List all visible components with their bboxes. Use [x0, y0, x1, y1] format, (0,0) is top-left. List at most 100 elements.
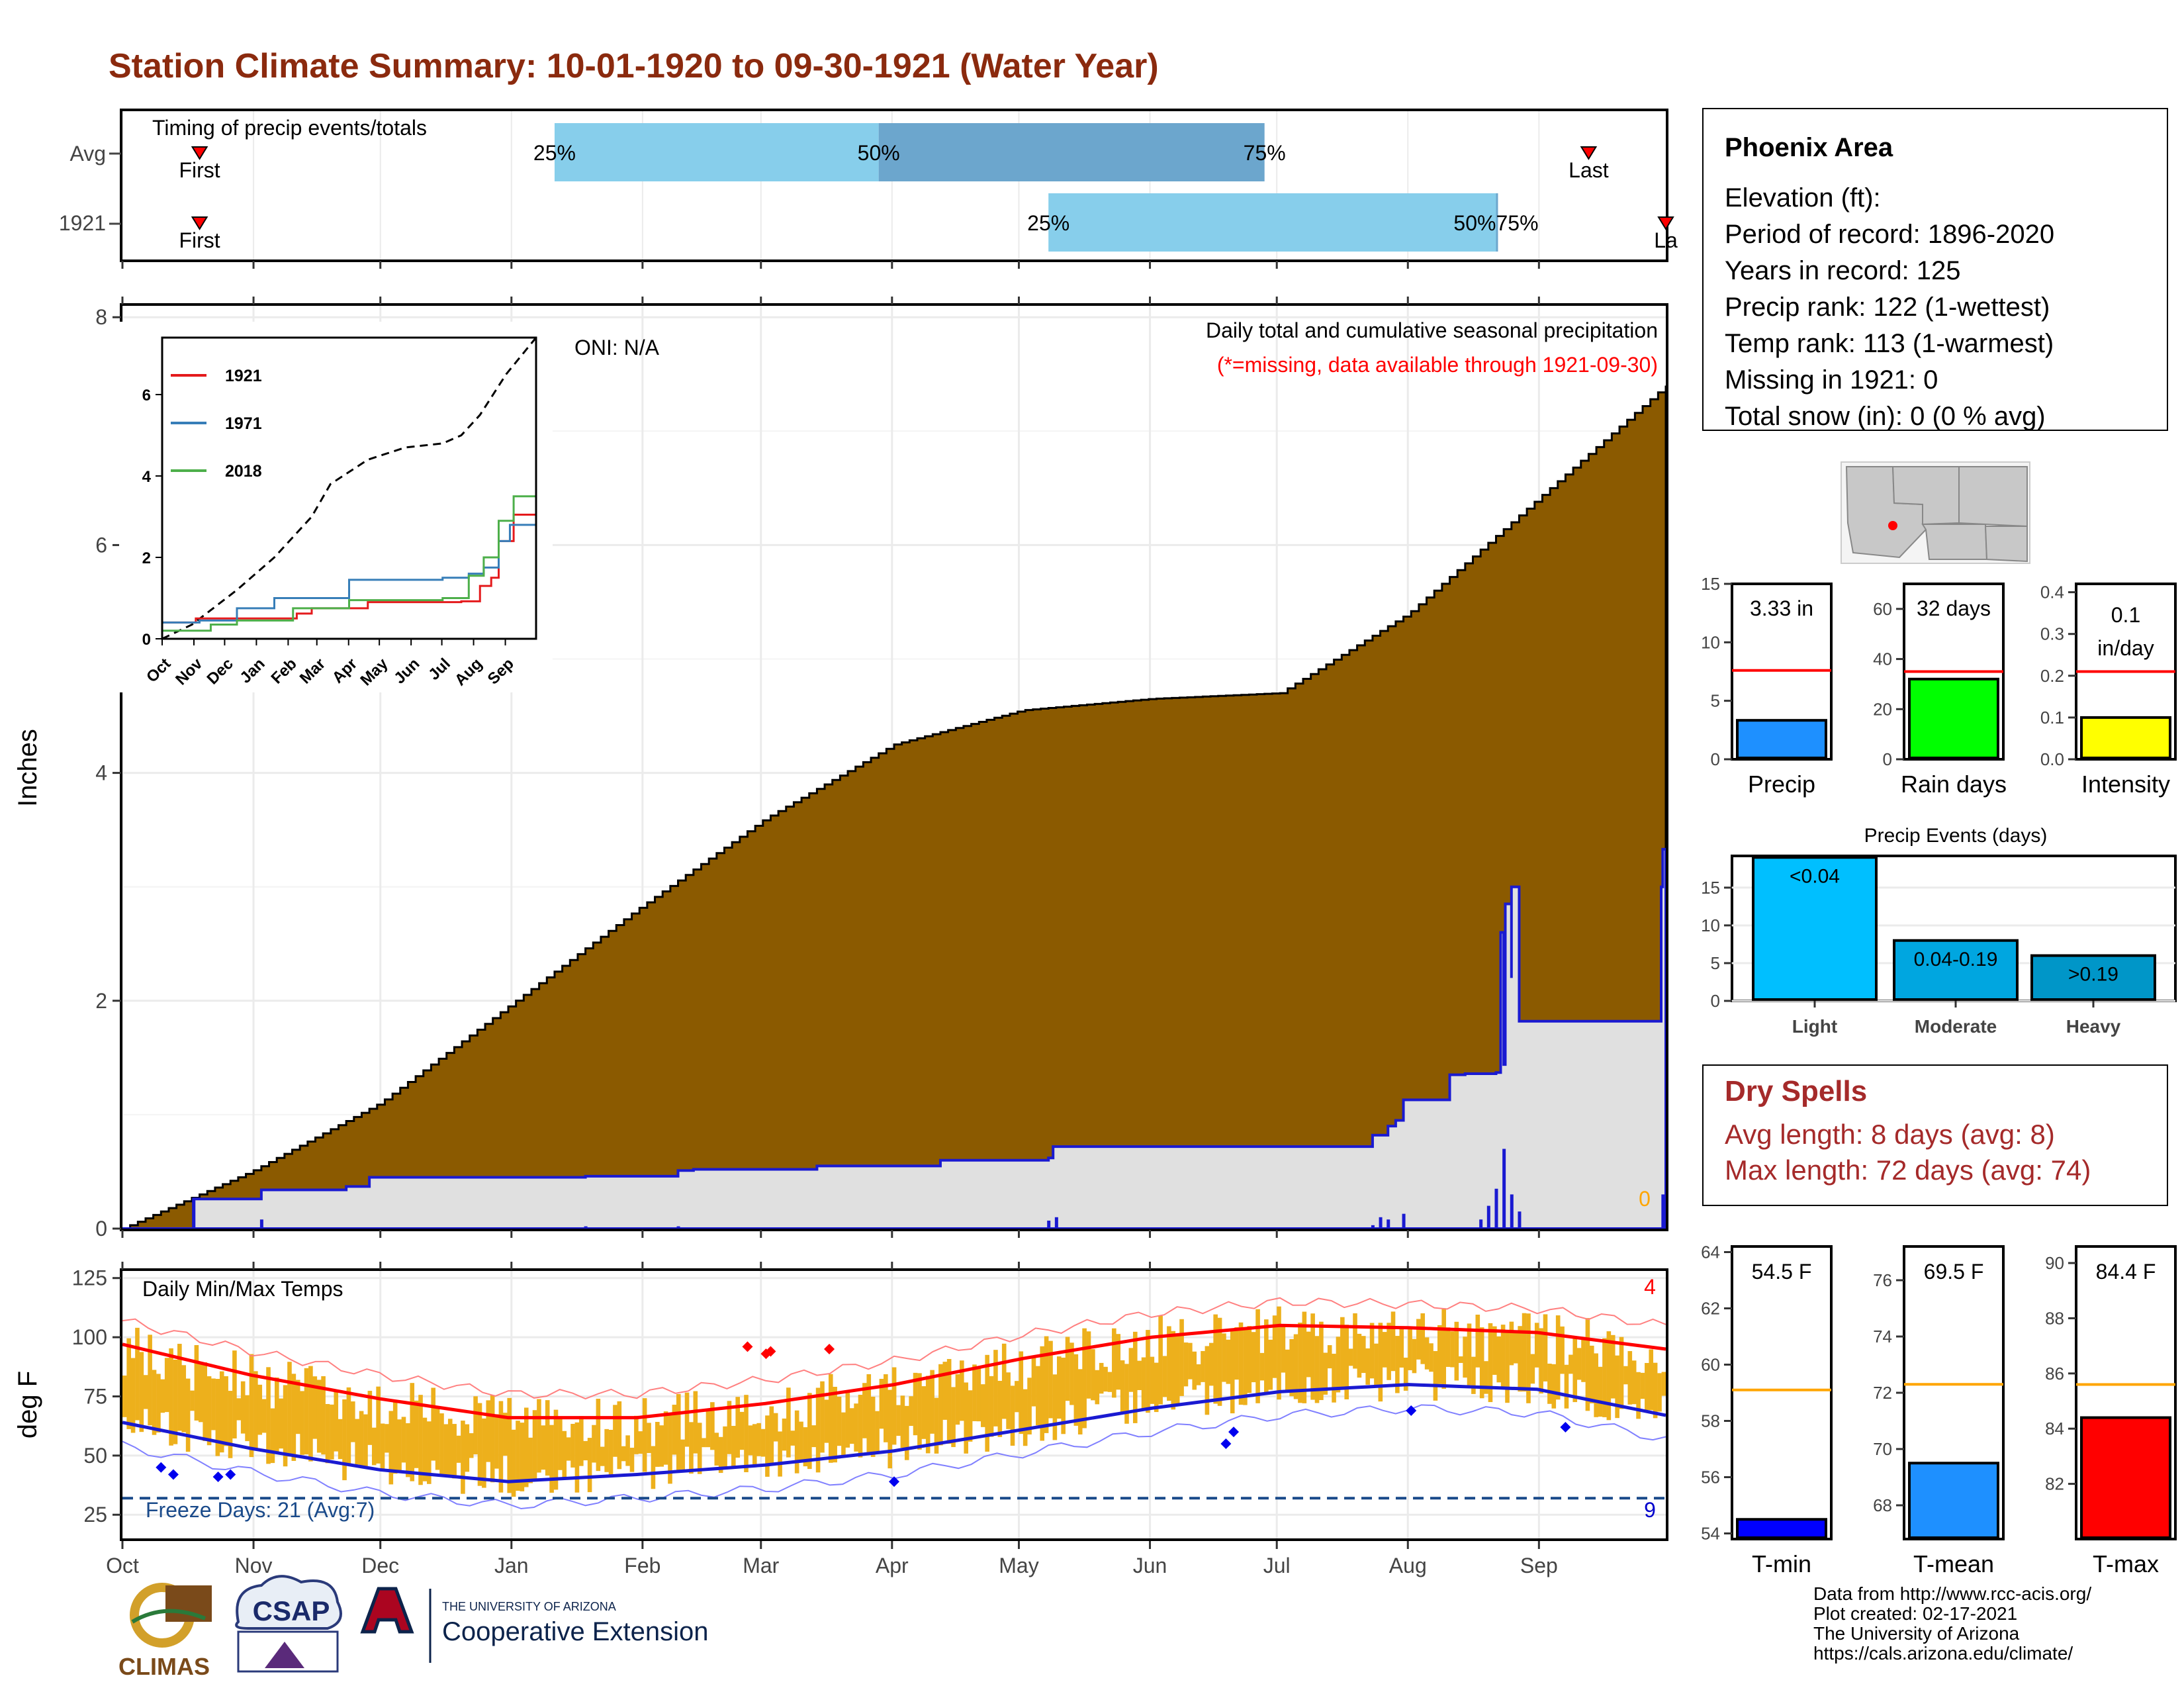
- daily-temp-bar: [1534, 1323, 1539, 1368]
- temp-y-tick-label: 72: [1873, 1383, 1892, 1403]
- daily-temp-bar: [1077, 1369, 1083, 1434]
- daily-temp-bar: [1171, 1331, 1176, 1410]
- daily-temp-bar: [1095, 1370, 1100, 1405]
- timing-bar-year-50-75: [1496, 193, 1498, 252]
- temp-y-tick-label: 86: [2045, 1364, 2064, 1383]
- daily-temp-bar: [1264, 1319, 1269, 1393]
- station-name: Phoenix Area: [1725, 133, 1893, 162]
- inset-legend-label-1971: 1971: [225, 414, 262, 433]
- daily-temp-bar: [1467, 1323, 1472, 1385]
- mini-bar-Intensity: [2080, 716, 2171, 760]
- temp-y-tick-label: 74: [1873, 1327, 1892, 1346]
- daily-temp-bar: [663, 1411, 668, 1465]
- daily-temp-bar: [1572, 1336, 1578, 1403]
- daily-temp-bar: [385, 1424, 389, 1453]
- daily-temp-bar: [752, 1424, 757, 1467]
- daily-temp-bar: [651, 1446, 656, 1489]
- station-info-box: Phoenix Area Elevation (ft): Period of r…: [1702, 108, 2168, 431]
- dry-spells-title: Dry Spells: [1725, 1075, 1868, 1107]
- daily-temp-bar: [1555, 1315, 1561, 1400]
- daily-temp-bar: [680, 1439, 685, 1470]
- dry-avg-length: Avg length: 8 days (avg: 8): [1725, 1119, 2055, 1150]
- daily-precip-bar: [1661, 1194, 1665, 1229]
- daily-temp-bar: [156, 1374, 161, 1433]
- daily-precip-bar: [676, 1226, 680, 1229]
- daily-temp-bar: [304, 1368, 309, 1455]
- daily-temp-bar: [642, 1398, 647, 1472]
- mini-y-tick-label: 0.0: [2040, 749, 2064, 769]
- daily-temp-bar: [490, 1395, 495, 1483]
- daily-temp-bar: [1213, 1314, 1218, 1404]
- daily-temp-bar: [228, 1391, 233, 1458]
- station-location-marker: [1888, 521, 1897, 530]
- info-snow: Total snow (in): 0 (0 % avg): [1725, 402, 2046, 431]
- events-x-label-Heavy: Heavy: [2066, 1016, 2121, 1037]
- daily-temp-bar: [1437, 1325, 1442, 1384]
- daily-temp-bar: [1420, 1313, 1426, 1364]
- daily-temp-bar: [291, 1374, 296, 1461]
- daily-temp-bar: [1036, 1366, 1040, 1426]
- daily-temp-bar: [1526, 1313, 1531, 1403]
- dry-max-length: Max length: 72 days (avg: 74): [1725, 1154, 2091, 1186]
- daily-temp-bar: [1353, 1313, 1357, 1369]
- temp-label-T-max: T-max: [2093, 1550, 2159, 1577]
- events-bar-Heavy: [2030, 954, 2156, 1001]
- missing-note: (*=missing, data available through 1921-…: [1217, 353, 1658, 377]
- events-y-tick-label: 0: [1711, 991, 1720, 1011]
- daily-temp-bar: [447, 1419, 453, 1475]
- daily-temp-bar: [1445, 1327, 1451, 1367]
- daily-temp-bar: [972, 1364, 977, 1421]
- daily-temp-bar: [498, 1401, 504, 1493]
- daily-temp-bar: [803, 1427, 808, 1467]
- record-low-marker: [889, 1476, 899, 1487]
- x-axis-month-label: Sep: [1520, 1554, 1558, 1577]
- daily-temp-bar: [418, 1395, 423, 1485]
- daily-precip-bar: [584, 1226, 588, 1229]
- timing-p25-label-avg: 25%: [533, 141, 576, 165]
- footer-created: Plot created: 02-17-2021: [1813, 1603, 2018, 1624]
- temp-y-tick-label: 25: [83, 1503, 107, 1526]
- daily-temp-bar: [1623, 1366, 1628, 1385]
- daily-temp-bar: [169, 1348, 173, 1446]
- events-bar-Moderate: [1893, 939, 2019, 1001]
- daily-temp-bar: [173, 1359, 178, 1444]
- daily-temp-bar: [769, 1406, 774, 1466]
- daily-temp-bar: [1594, 1353, 1598, 1417]
- daily-precip-bar: [192, 1199, 196, 1229]
- daily-temp-bar: [1602, 1338, 1607, 1417]
- daily-temp-bar: [596, 1399, 601, 1472]
- page-title: Station Climate Summary: 10-01-1920 to 0…: [109, 47, 1159, 85]
- daily-temp-bar: [477, 1403, 482, 1486]
- daily-temp-bar: [629, 1448, 635, 1472]
- timing-row-avg-label: Avg: [69, 142, 106, 165]
- daily-temp-bar: [710, 1402, 715, 1450]
- daily-precip-bar: [259, 1219, 263, 1229]
- daily-temp-bar: [604, 1429, 609, 1472]
- daily-temp-bar: [1179, 1319, 1184, 1396]
- daily-temp-bar: [1327, 1345, 1332, 1369]
- timing-p50-75-label-year: 50%75%: [1453, 211, 1538, 235]
- daily-temp-bar: [1056, 1356, 1062, 1419]
- daily-temp-bar: [1015, 1381, 1019, 1413]
- daily-temp-bar: [473, 1396, 478, 1454]
- mini-label-Rain days: Rain days: [1901, 771, 2007, 798]
- timing-p75-label-avg: 75%: [1244, 141, 1286, 165]
- daily-temp-bar: [562, 1430, 567, 1479]
- temp-y-tick-label: 125: [72, 1266, 107, 1290]
- daily-precip-bar: [1510, 1194, 1514, 1229]
- daily-temp-bar: [520, 1423, 525, 1491]
- daily-precip-bar: [1047, 1220, 1051, 1229]
- temp-y-tick-label: 64: [1701, 1243, 1720, 1262]
- timing-p25-label-year: 25%: [1027, 211, 1069, 235]
- daily-temp-bar: [1289, 1338, 1294, 1397]
- temp-value-T-min: 54.5 F: [1752, 1260, 1812, 1284]
- daily-temp-bar: [1390, 1311, 1396, 1372]
- temp-y-tick-label: 58: [1701, 1411, 1720, 1431]
- daily-temp-bar: [1598, 1366, 1603, 1417]
- daily-temp-bar: [516, 1421, 520, 1491]
- daily-temp-bar: [355, 1419, 359, 1465]
- daily-temp-bar: [1099, 1362, 1104, 1394]
- footer-url[interactable]: https://cals.arizona.edu/climate/: [1813, 1643, 2073, 1664]
